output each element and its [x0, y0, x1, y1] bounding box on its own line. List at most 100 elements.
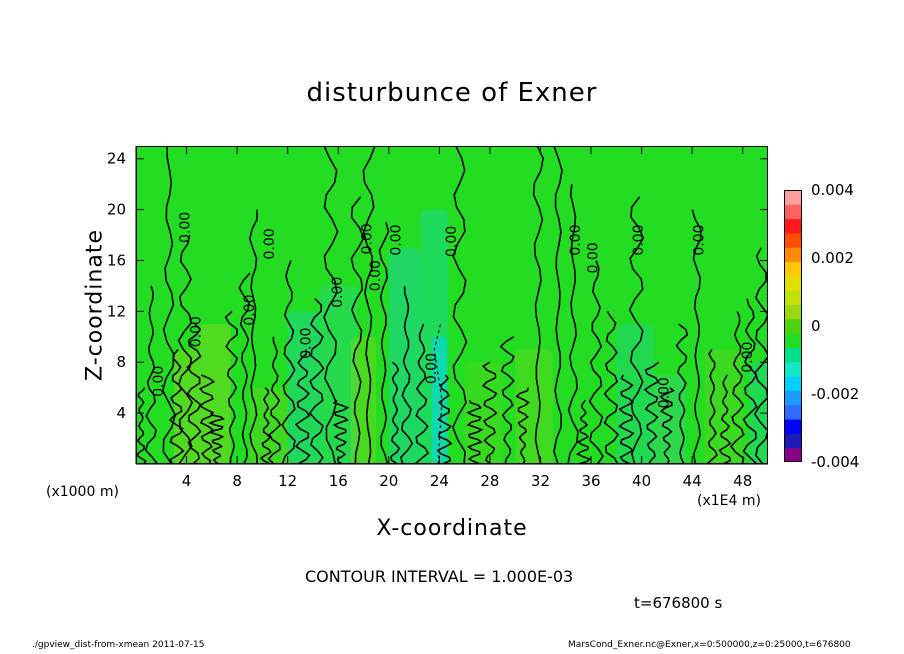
plot-background	[136, 146, 768, 464]
contour-line	[729, 311, 745, 464]
contour-line	[208, 412, 225, 464]
contour-line	[144, 285, 159, 464]
footer-right-text: MarsCond_Exner.nc@Exner,x=0:500000,z=0:2…	[568, 640, 851, 650]
shading-patch	[350, 336, 377, 464]
x-tick-label: 4	[182, 472, 192, 490]
contour-line	[515, 387, 531, 464]
contour-line	[588, 260, 604, 464]
x-tick-label: 40	[632, 472, 651, 490]
contour-label: 0.00	[242, 295, 258, 326]
colorbar-label: 0	[811, 317, 821, 335]
colorbar-swatch	[784, 304, 802, 320]
contour-line	[603, 310, 620, 464]
colorbar-swatch	[784, 290, 802, 306]
x-tick-label: 28	[480, 472, 499, 490]
contour-interval-text: CONTOUR INTERVAL = 1.000E-03	[305, 567, 574, 586]
contour-line	[136, 387, 147, 464]
contour-label: 0.00	[262, 228, 278, 259]
x-tick-label: 24	[430, 472, 449, 490]
contour-line	[198, 374, 216, 464]
contour-label: 0.00	[151, 366, 167, 397]
x-tick-label: 20	[379, 472, 398, 490]
contour-label: 0.00	[330, 277, 346, 308]
contour-label-layer: 0.00 0.00 0.00 0.00 0.00 0.00 0.00 0.00 0.00 0.00…	[151, 212, 756, 409]
colorbar-label: 0.002	[811, 249, 854, 267]
y-tick-label: 4	[116, 404, 126, 422]
contour-line	[161, 146, 177, 464]
colorbar-label: 0.004	[811, 181, 854, 199]
contour-label: 0.00	[177, 212, 193, 243]
contour-line	[575, 399, 592, 464]
colorbar-swatch	[784, 247, 802, 263]
y-tick-label: 20	[107, 201, 126, 219]
contour-line	[628, 196, 645, 464]
contour-line	[414, 323, 430, 464]
contour-line	[753, 247, 768, 464]
colorbar-swatch	[784, 261, 802, 277]
contour-line	[168, 348, 185, 464]
contour-line	[281, 260, 296, 464]
colorbar-swatch	[784, 447, 802, 462]
colorbar-swatch	[784, 433, 802, 449]
contour-line	[259, 387, 272, 464]
shading-patch	[515, 349, 554, 464]
contour-label: 0.00	[189, 316, 205, 347]
chart-title: disturbunce of Exner	[306, 78, 598, 108]
y-tick-label: 8	[116, 353, 126, 371]
x-tick-label: 32	[531, 472, 550, 490]
colorbar-swatch	[784, 318, 802, 334]
contour-line	[362, 146, 376, 464]
contour-line	[452, 146, 468, 464]
contour-label: 0.00	[299, 328, 315, 359]
x-tick-label: 12	[278, 472, 297, 490]
contour-line	[390, 361, 401, 464]
footer-left-text: ./gpview_dist-from-xmean 2011-07-15	[32, 640, 205, 650]
contour-line	[294, 349, 311, 464]
colorbar-swatch	[784, 190, 802, 205]
contour-line	[659, 387, 676, 464]
contour-line	[532, 146, 544, 464]
contour-label: 0.00	[359, 223, 375, 254]
contour-line	[567, 184, 579, 464]
colorbar	[784, 190, 802, 462]
contour-label: 0.00	[740, 342, 756, 373]
contour-label: 0.00	[568, 225, 584, 256]
contour-line	[238, 272, 251, 464]
contour-line	[742, 298, 758, 464]
shading-patch	[749, 362, 768, 464]
colorbar-frame	[784, 190, 802, 462]
y-tick-label: 16	[107, 251, 126, 269]
contour-line	[323, 146, 339, 464]
contour-line	[308, 298, 325, 464]
contour-line	[350, 196, 365, 464]
contour-line	[481, 361, 498, 464]
contour-line	[186, 323, 202, 464]
contour-label: 0.00	[631, 225, 647, 256]
colorbar-label: -0.002	[811, 385, 860, 403]
contour-line	[643, 361, 660, 464]
contour-line	[499, 336, 515, 464]
time-label: t=676800 s	[634, 594, 723, 612]
contour-line	[675, 323, 689, 464]
contour-line	[706, 349, 718, 464]
contour-label: 0.00	[368, 260, 384, 291]
x-axis-multiplier-label: (x1E4 m)	[697, 493, 761, 509]
colorbar-swatch	[784, 404, 802, 420]
colorbar-swatch	[784, 218, 802, 234]
colorbar-swatch	[784, 333, 802, 348]
colorbar-swatch	[784, 390, 802, 406]
colorbar-swatch	[784, 232, 802, 248]
contour-line	[332, 399, 350, 464]
contour-line	[436, 374, 453, 464]
contour-line-dashed	[433, 323, 443, 464]
contour-line	[400, 285, 414, 464]
x-tick-label: 16	[329, 472, 348, 490]
contour-line	[466, 399, 484, 464]
contour-line	[618, 374, 635, 464]
shading-patch	[249, 387, 288, 464]
shading-patch	[199, 324, 231, 464]
contour-label: 0.00	[444, 226, 460, 257]
contour-line	[378, 222, 390, 464]
contour-line	[691, 209, 702, 464]
x-tick-label: 44	[683, 472, 702, 490]
